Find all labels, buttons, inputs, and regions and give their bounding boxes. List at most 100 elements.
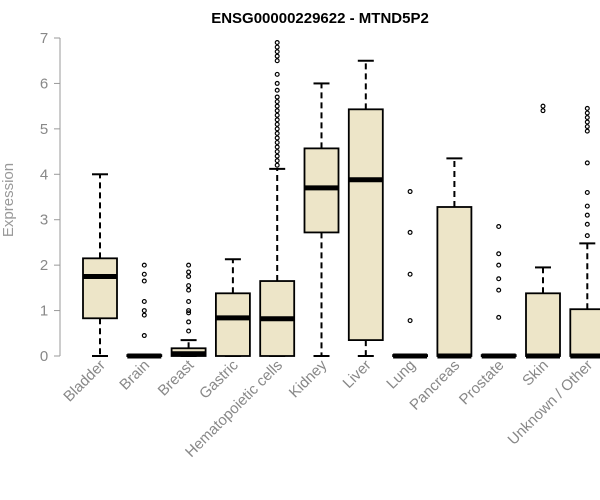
iqr-box [525, 292, 561, 357]
outlier-point [584, 110, 590, 116]
outlier-point [141, 308, 147, 314]
y-tick-label: 0 [40, 348, 48, 365]
iqr-box [436, 206, 473, 357]
x-tick-label: Lung [383, 357, 419, 393]
outlier-point [584, 189, 590, 195]
outlier-point [274, 117, 280, 123]
y-tick-label: 5 [40, 121, 48, 138]
y-tick-label: 1 [40, 303, 48, 320]
outlier-point [584, 221, 590, 227]
box-hematopoietic-cells [259, 40, 296, 357]
outlier-point [141, 298, 147, 304]
outlier-point [496, 251, 502, 257]
outlier-point [496, 314, 502, 320]
outlier-point [584, 128, 590, 134]
box-unknown-other [569, 105, 600, 359]
y-axis-label: Expression [0, 163, 17, 237]
outlier-point [186, 328, 192, 334]
x-tick-label: Skin [519, 357, 552, 390]
box-prostate [480, 224, 517, 359]
outlier-point [407, 271, 413, 277]
x-tick-label: Unknown / Other [505, 357, 597, 449]
x-tick-label: Kidney [286, 356, 331, 401]
outlier-point [186, 269, 192, 275]
outlier-point [274, 58, 280, 64]
iqr-box [569, 308, 600, 357]
y-tick-label: 2 [40, 257, 48, 274]
outlier-point [141, 262, 147, 268]
outlier-point [186, 308, 192, 314]
outlier-point [274, 126, 280, 132]
outlier-point [274, 94, 280, 100]
box-pancreas [436, 157, 473, 359]
outlier-point [584, 105, 590, 111]
outlier-point [186, 262, 192, 268]
y-tick-label: 7 [40, 30, 48, 47]
boxes [82, 40, 600, 359]
outlier-point [496, 276, 502, 282]
iqr-box [347, 108, 384, 342]
outlier-point [141, 271, 147, 277]
box-breast [170, 262, 207, 357]
outlier-point [274, 139, 280, 145]
outlier-point [496, 224, 502, 230]
outlier-point [186, 283, 192, 289]
iqr-box [214, 292, 251, 357]
x-tick-label: Liver [340, 357, 375, 392]
outlier-point [274, 108, 280, 114]
y-ticks: 0 1 2 3 4 5 6 7 [40, 30, 60, 365]
y-tick-label: 6 [40, 75, 48, 92]
box-brain [126, 262, 163, 359]
outlier-point [584, 203, 590, 209]
outlier-point [584, 212, 590, 218]
box-bladder [82, 173, 118, 357]
box-gastric [214, 258, 251, 357]
x-tick-label: Bladder [60, 357, 109, 406]
outlier-point [584, 114, 590, 120]
outlier-point [584, 233, 590, 239]
outlier-point [186, 287, 192, 293]
outlier-point [274, 130, 280, 136]
x-tick-label: Prostate [456, 357, 508, 409]
box-kidney [303, 82, 340, 357]
outlier-point [584, 124, 590, 130]
outlier-point [274, 103, 280, 109]
outlier-point [274, 44, 280, 50]
box-lung [392, 189, 429, 359]
outlier-point [496, 287, 502, 293]
chart-title: ENSG00000229622 - MTND5P2 [211, 10, 429, 27]
outlier-point [274, 153, 280, 159]
outlier-point [274, 40, 280, 46]
outlier-point [540, 103, 546, 109]
outlier-point [274, 53, 280, 59]
outlier-point [274, 149, 280, 155]
outlier-point [186, 274, 192, 280]
outlier-point [274, 158, 280, 164]
outlier-point [274, 87, 280, 93]
outlier-point [274, 121, 280, 127]
box-liver [347, 59, 384, 357]
outlier-point [496, 262, 502, 268]
outlier-point [540, 108, 546, 114]
outlier-point [274, 112, 280, 118]
outlier-point [141, 278, 147, 284]
y-tick-label: 4 [40, 166, 48, 183]
outlier-point [274, 162, 280, 168]
iqr-box [82, 257, 118, 320]
outlier-point [186, 319, 192, 325]
outlier-point [407, 229, 413, 235]
y-tick-label: 3 [40, 212, 48, 229]
outlier-point [141, 312, 147, 318]
outlier-point [274, 80, 280, 86]
outlier-point [407, 318, 413, 324]
outlier-point [407, 189, 413, 195]
box-skin [525, 103, 561, 359]
outlier-point [186, 310, 192, 316]
outlier-point [274, 49, 280, 55]
outlier-point [584, 160, 590, 166]
outlier-point [584, 119, 590, 125]
outlier-point [274, 144, 280, 150]
outlier-point [141, 333, 147, 339]
